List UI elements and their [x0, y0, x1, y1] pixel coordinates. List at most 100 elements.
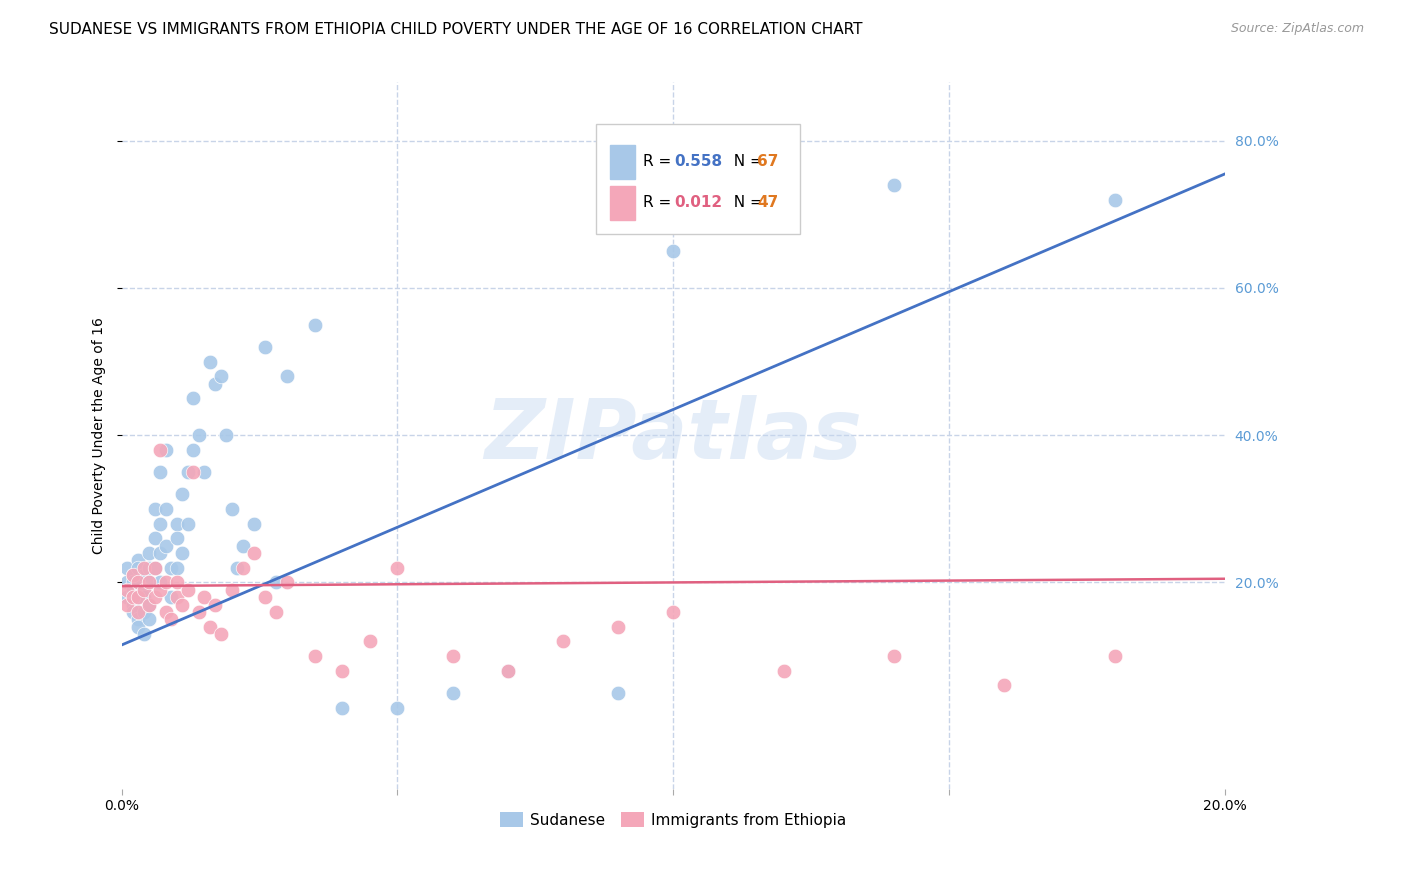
Text: 47: 47	[756, 195, 779, 211]
Point	[115, 575, 138, 590]
Point	[149, 442, 172, 457]
Point	[276, 369, 298, 384]
Point	[132, 568, 155, 582]
Point	[181, 392, 204, 406]
Text: SUDANESE VS IMMIGRANTS FROM ETHIOPIA CHILD POVERTY UNDER THE AGE OF 16 CORRELATI: SUDANESE VS IMMIGRANTS FROM ETHIOPIA CHI…	[49, 22, 863, 37]
Point	[149, 465, 172, 479]
Point	[121, 575, 143, 590]
Point	[1104, 193, 1126, 207]
Point	[166, 560, 188, 574]
Point	[221, 582, 243, 597]
Point	[160, 612, 183, 626]
Point	[121, 582, 143, 597]
Point	[138, 598, 160, 612]
Point	[187, 605, 209, 619]
Point	[138, 560, 160, 574]
Point	[772, 664, 794, 678]
Point	[387, 700, 409, 714]
Point	[115, 582, 138, 597]
Point	[127, 590, 149, 604]
Point	[166, 516, 188, 531]
Point	[132, 605, 155, 619]
Point	[155, 605, 177, 619]
Point	[330, 700, 353, 714]
Point	[143, 590, 166, 604]
Point	[177, 582, 200, 597]
Point	[166, 575, 188, 590]
Point	[198, 354, 221, 368]
Point	[155, 575, 177, 590]
Point	[138, 546, 160, 560]
Point	[232, 539, 254, 553]
Point	[1104, 648, 1126, 663]
Point	[330, 664, 353, 678]
Point	[387, 560, 409, 574]
Point	[221, 501, 243, 516]
Text: Source: ZipAtlas.com: Source: ZipAtlas.com	[1230, 22, 1364, 36]
Point	[127, 605, 149, 619]
Point	[121, 568, 143, 582]
Point	[132, 582, 155, 597]
Point	[155, 539, 177, 553]
Point	[359, 634, 381, 648]
Point	[160, 560, 183, 574]
Point	[209, 627, 232, 641]
Point	[155, 501, 177, 516]
Text: 0.558: 0.558	[675, 154, 723, 169]
Point	[304, 318, 326, 332]
Text: N =: N =	[724, 195, 768, 211]
Point	[166, 590, 188, 604]
Point	[138, 575, 160, 590]
Point	[143, 531, 166, 545]
Point	[181, 465, 204, 479]
Point	[138, 575, 160, 590]
Point	[149, 582, 172, 597]
Point	[143, 560, 166, 574]
Point	[181, 442, 204, 457]
Point	[127, 575, 149, 590]
Y-axis label: Child Poverty Under the Age of 16: Child Poverty Under the Age of 16	[93, 317, 107, 554]
Point	[883, 178, 905, 192]
Point	[172, 487, 194, 501]
Point	[198, 619, 221, 633]
Text: ZIPatlas: ZIPatlas	[484, 395, 862, 475]
Point	[496, 664, 519, 678]
Point	[209, 369, 232, 384]
Text: 67: 67	[756, 154, 779, 169]
Bar	[610, 145, 634, 178]
Point	[204, 376, 226, 391]
Point	[166, 531, 188, 545]
Point	[204, 598, 226, 612]
Point	[243, 516, 266, 531]
Point	[496, 664, 519, 678]
Point	[138, 598, 160, 612]
Point	[132, 582, 155, 597]
Point	[232, 560, 254, 574]
Point	[177, 465, 200, 479]
Text: 0.012: 0.012	[675, 195, 723, 211]
Point	[127, 590, 149, 604]
Text: R =: R =	[644, 154, 676, 169]
Point	[149, 546, 172, 560]
Point	[127, 560, 149, 574]
Point	[127, 619, 149, 633]
Point	[254, 340, 277, 354]
Point	[254, 590, 277, 604]
Point	[132, 590, 155, 604]
Point	[115, 560, 138, 574]
Point	[115, 590, 138, 604]
Point	[143, 560, 166, 574]
Point	[155, 442, 177, 457]
Point	[127, 575, 149, 590]
Point	[172, 546, 194, 560]
Point	[172, 598, 194, 612]
Point	[243, 546, 266, 560]
Point	[149, 516, 172, 531]
Point	[127, 553, 149, 567]
Point	[304, 648, 326, 663]
Point	[121, 568, 143, 582]
Point	[193, 590, 215, 604]
Point	[264, 605, 287, 619]
Point	[551, 634, 574, 648]
Point	[441, 648, 464, 663]
